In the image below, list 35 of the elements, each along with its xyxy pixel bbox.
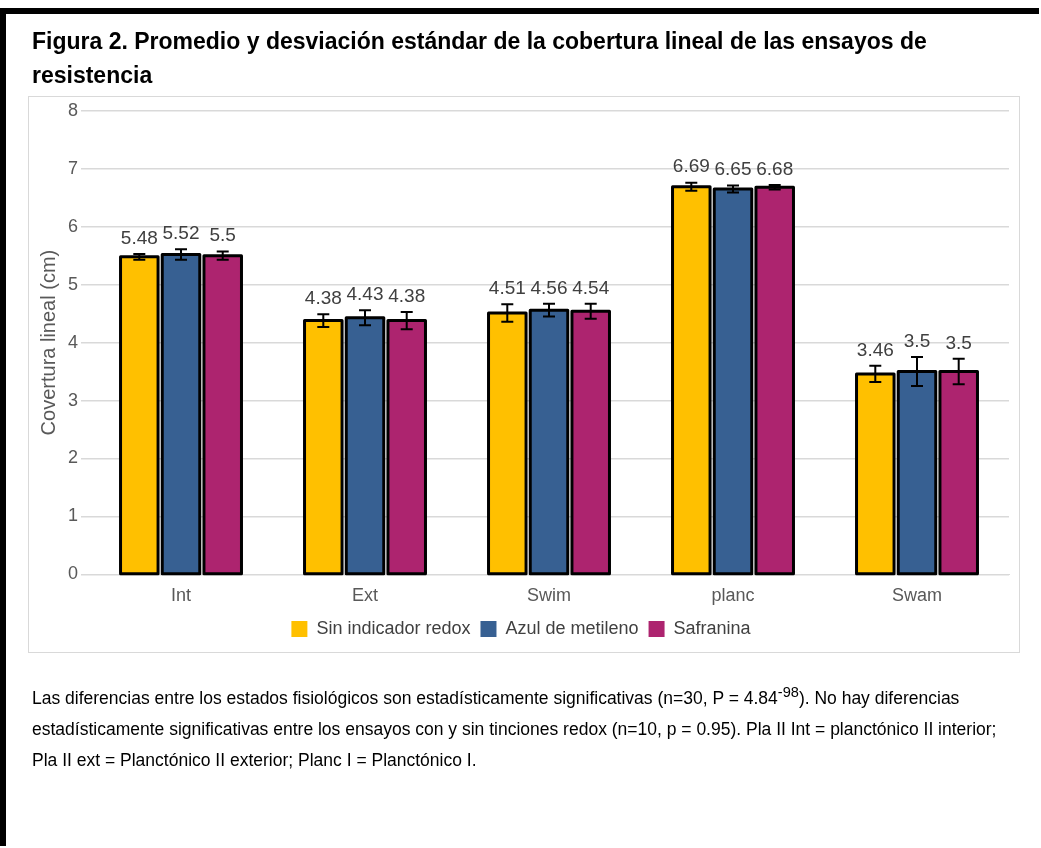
- data-label: 5.48: [120, 226, 158, 248]
- chart-title: Figura 2. Promedio y desviación estándar de la cobertura lineal de las ensayos de resistencia: [32, 27, 928, 90]
- y-tick-label: 6: [68, 215, 79, 236]
- y-tick-label: 3: [68, 389, 79, 410]
- data-label: 3.5: [903, 329, 931, 351]
- data-label: 4.38: [388, 284, 426, 306]
- x-tick-label: Swim: [527, 585, 572, 606]
- data-label: 6.65: [714, 158, 752, 180]
- text: Las diferencias entre los estados fisiológicos son estadísticamente significativas (n=30, P = 4.84$^{-98}$). No hay diferencias estadísticamente significativas entre los ensayos con y sin tinciones redox (n=10, p = 0.95). Pla II Int = planctónico II interior; Pla II ext = Planctónico II exterior; Planc I = Planctónico I.: [32, 683, 998, 772]
- x-tick-label: Ext: [352, 585, 379, 606]
- y-axis-title: Covertura lineal (cm): [36, 249, 59, 436]
- legend-label: Safranina: [673, 617, 752, 638]
- x-tick-label: Int: [171, 585, 192, 606]
- legend-label: Azul de metileno: [505, 617, 639, 638]
- x-tick-label: planc: [711, 585, 755, 606]
- data-label: 3.46: [856, 338, 894, 360]
- data-label: 4.54: [572, 276, 610, 298]
- data-label: 6.68: [756, 157, 794, 179]
- y-tick-label: 0: [68, 563, 79, 584]
- x-tick-label: Swam: [891, 585, 943, 606]
- y-tick-label: 5: [68, 273, 79, 294]
- y-tick-label: 2: [68, 447, 79, 468]
- legend-label: Sin indicador redox: [316, 617, 471, 638]
- y-tick-label: 4: [68, 331, 79, 352]
- y-tick-label: 1: [68, 505, 79, 526]
- y-tick-label: 8: [68, 99, 79, 120]
- data-label: 4.38: [304, 286, 342, 308]
- data-label: 4.56: [530, 276, 568, 298]
- y-tick-label: 7: [68, 157, 79, 178]
- data-label: 4.43: [346, 282, 384, 304]
- data-label: 3.5: [945, 331, 972, 353]
- data-label: 5.52: [162, 222, 200, 244]
- data-label: 6.69: [672, 155, 710, 177]
- data-label: 4.51: [488, 277, 526, 299]
- data-label: 5.5: [209, 224, 236, 246]
